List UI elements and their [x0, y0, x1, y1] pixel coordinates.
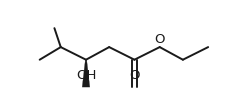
- Polygon shape: [82, 60, 90, 87]
- Text: OH: OH: [76, 69, 96, 82]
- Text: O: O: [154, 33, 165, 46]
- Text: O: O: [129, 69, 140, 82]
